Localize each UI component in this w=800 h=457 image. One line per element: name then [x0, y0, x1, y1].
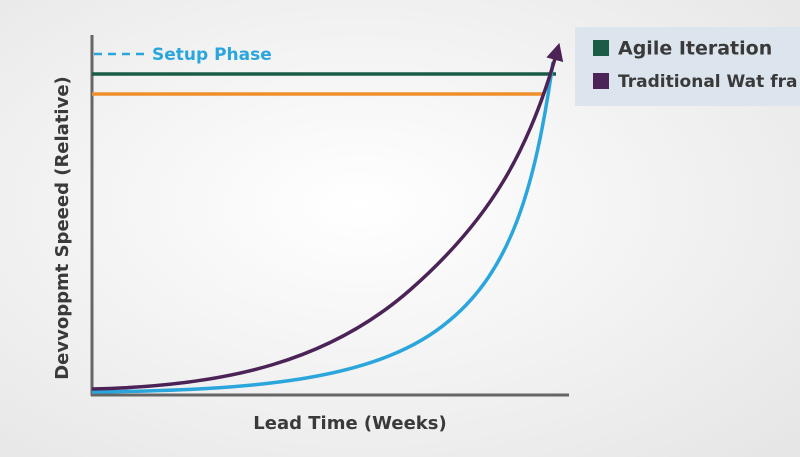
- legend-label: Agile Iteration: [618, 38, 772, 60]
- legend-label: Traditional Wat fra: [618, 72, 797, 92]
- legend-swatch: [593, 40, 609, 56]
- blue-curve: [91, 61, 555, 394]
- legend-box: [575, 27, 800, 106]
- setup-label: Setup Phase: [152, 45, 272, 65]
- legend-swatch: [593, 73, 609, 89]
- purple-curve: [91, 42, 564, 391]
- x-axis-label: Lead Time (Weeks): [253, 413, 446, 434]
- legend: Agile Iteration Traditional Wat fra: [575, 27, 800, 106]
- y-axis-label: Devvoppmt Speeed (Relative): [52, 76, 73, 380]
